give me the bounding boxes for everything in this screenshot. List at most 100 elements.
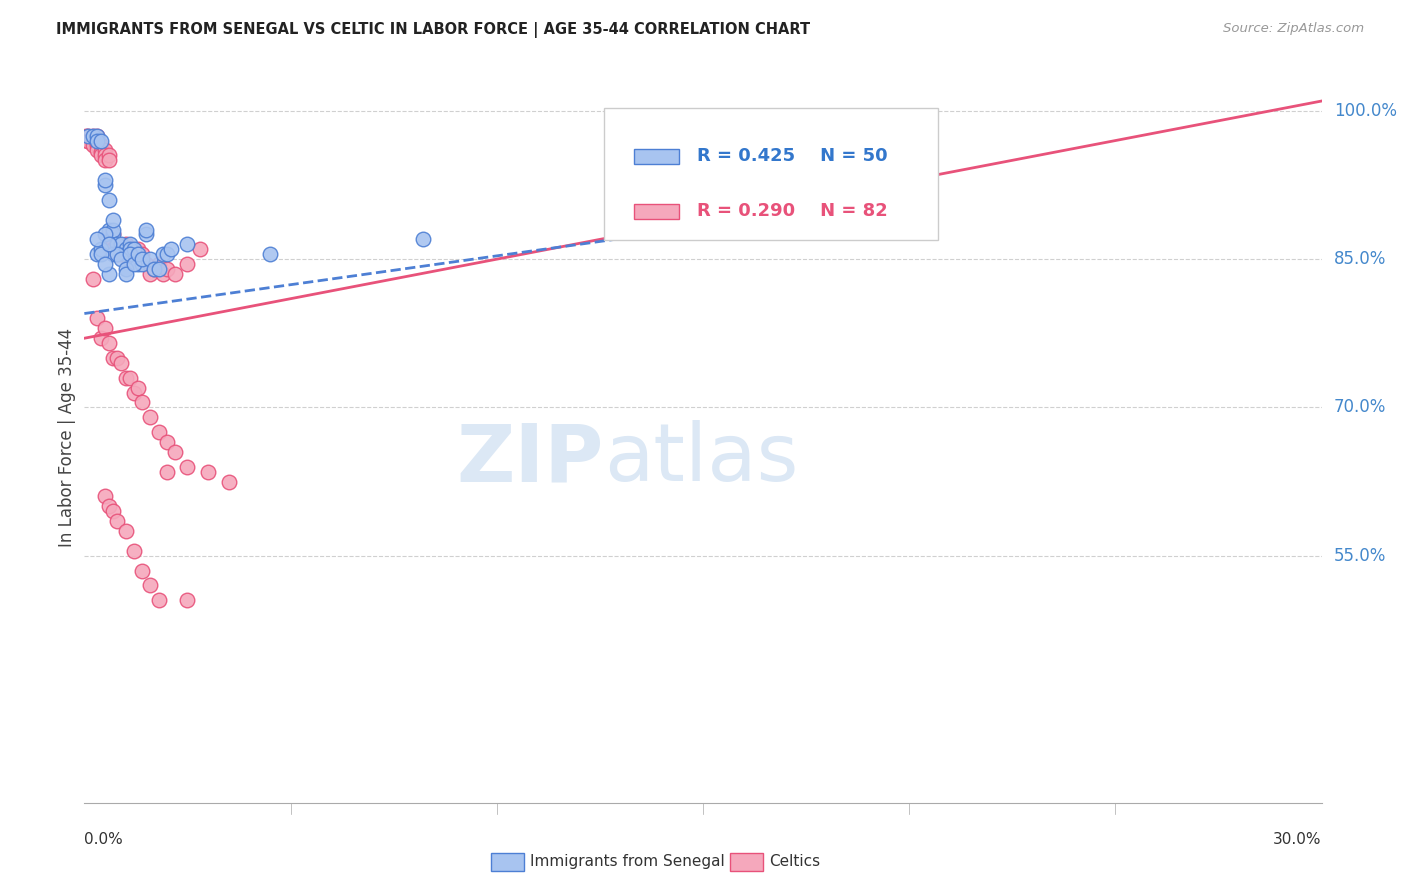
Text: Immigrants from Senegal: Immigrants from Senegal: [530, 855, 725, 869]
Point: [103, 232, 125, 246]
Point: [98, 237, 121, 252]
FancyBboxPatch shape: [634, 149, 679, 163]
Point: [176, 237, 198, 252]
Point: [94, 257, 117, 271]
Point: [94, 144, 117, 158]
Point: [103, 351, 125, 365]
Point: [86, 128, 108, 143]
Point: [94, 173, 117, 187]
Point: [98, 237, 121, 252]
Point: [82, 138, 104, 153]
Point: [148, 257, 170, 271]
Point: [82, 128, 104, 143]
Point: [118, 252, 141, 267]
Point: [143, 262, 166, 277]
Point: [135, 227, 157, 242]
Text: IMMIGRANTS FROM SENEGAL VS CELTIC IN LABOR FORCE | AGE 35-44 CORRELATION CHART: IMMIGRANTS FROM SENEGAL VS CELTIC IN LAB…: [56, 22, 810, 38]
Point: [118, 247, 141, 261]
Point: [160, 242, 183, 256]
Point: [90, 247, 112, 261]
Point: [86, 128, 108, 143]
Point: [105, 237, 128, 252]
Point: [98, 227, 121, 242]
Point: [165, 267, 187, 281]
Point: [683, 119, 706, 133]
Y-axis label: In Labor Force | Age 35-44: In Labor Force | Age 35-44: [58, 327, 76, 547]
Point: [90, 148, 112, 162]
Point: [103, 222, 125, 236]
Point: [114, 267, 136, 281]
Point: [86, 247, 108, 261]
Point: [131, 247, 153, 261]
Point: [77, 134, 100, 148]
Point: [127, 242, 149, 256]
Point: [156, 247, 179, 261]
Point: [118, 237, 141, 252]
Text: 100.0%: 100.0%: [1334, 102, 1398, 120]
Point: [103, 504, 125, 518]
Point: [103, 242, 125, 256]
Point: [90, 134, 112, 148]
Point: [103, 237, 125, 252]
Point: [131, 252, 153, 267]
Point: [98, 193, 121, 207]
Point: [176, 459, 198, 474]
Point: [122, 385, 145, 400]
Point: [176, 593, 198, 607]
Point: [82, 134, 104, 148]
Point: [131, 395, 153, 409]
Point: [86, 232, 108, 246]
Point: [148, 425, 170, 439]
Point: [90, 331, 112, 345]
Point: [135, 222, 157, 236]
Point: [105, 242, 128, 256]
Point: [86, 144, 108, 158]
Point: [139, 410, 162, 425]
Point: [114, 247, 136, 261]
Point: [94, 153, 117, 168]
Point: [122, 247, 145, 261]
Point: [156, 262, 179, 277]
Point: [118, 242, 141, 256]
Point: [122, 242, 145, 256]
Point: [127, 257, 149, 271]
Point: [94, 227, 117, 242]
Point: [114, 371, 136, 385]
Point: [105, 242, 128, 256]
Point: [114, 237, 136, 252]
Point: [110, 356, 132, 370]
Point: [90, 138, 112, 153]
Point: [86, 138, 108, 153]
Point: [152, 267, 174, 281]
Text: R = 0.425    N = 50: R = 0.425 N = 50: [697, 147, 887, 165]
Point: [110, 252, 132, 267]
Point: [127, 381, 149, 395]
Point: [143, 262, 166, 277]
Point: [90, 242, 112, 256]
Point: [98, 148, 121, 162]
Point: [127, 247, 149, 261]
Point: [165, 445, 187, 459]
Point: [98, 153, 121, 168]
Point: [114, 242, 136, 256]
Point: [105, 247, 128, 261]
Point: [90, 145, 112, 160]
Text: 70.0%: 70.0%: [1334, 399, 1386, 417]
Point: [94, 148, 117, 162]
Point: [156, 435, 179, 450]
Point: [103, 212, 125, 227]
Point: [176, 257, 198, 271]
Point: [77, 128, 100, 143]
Point: [122, 242, 145, 256]
Point: [127, 247, 149, 261]
Point: [82, 128, 104, 143]
Point: [122, 543, 145, 558]
FancyBboxPatch shape: [605, 108, 938, 240]
Point: [118, 371, 141, 385]
Point: [148, 593, 170, 607]
Point: [103, 227, 125, 242]
Point: [105, 237, 128, 252]
Point: [114, 524, 136, 538]
Point: [148, 262, 170, 277]
Point: [82, 272, 104, 286]
